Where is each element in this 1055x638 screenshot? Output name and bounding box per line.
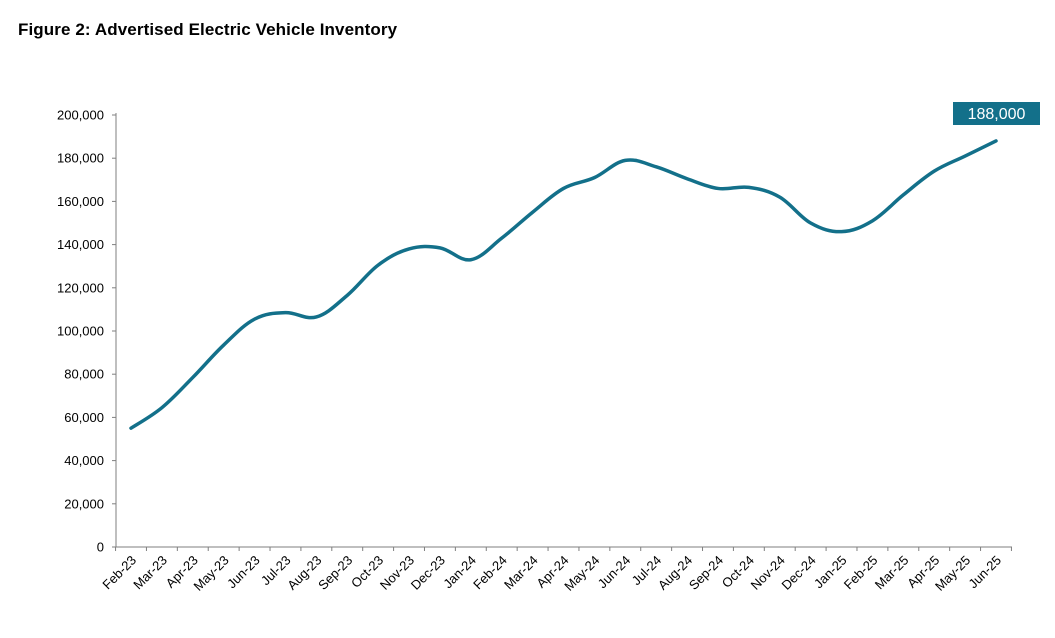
x-axis-ticks: Feb-23Mar-23Apr-23May-23Jun-23Jul-23Aug-… bbox=[99, 547, 1012, 594]
x-tick-label: Mar-24 bbox=[501, 553, 541, 593]
y-tick-label: 0 bbox=[97, 540, 104, 555]
x-tick-label: Feb-23 bbox=[99, 553, 139, 593]
y-tick-label: 80,000 bbox=[64, 367, 104, 382]
y-tick-label: 20,000 bbox=[64, 496, 104, 511]
x-tick-label: May-24 bbox=[561, 553, 602, 594]
x-tick-label: Mar-23 bbox=[130, 553, 170, 593]
y-tick-label: 200,000 bbox=[57, 108, 104, 123]
x-tick-label: Dec-24 bbox=[779, 553, 819, 593]
x-tick-label: Jun-23 bbox=[224, 553, 263, 592]
series-line bbox=[129, 139, 998, 430]
x-tick-label: Mar-25 bbox=[872, 553, 912, 593]
end-value-annotation: 188,000 bbox=[953, 102, 1040, 125]
y-tick-label: 40,000 bbox=[64, 453, 104, 468]
y-axis-ticks: 0 20,000 40,000 60,000 80,000 100,000 120,000 1… bbox=[57, 108, 116, 555]
chart-title: Figure 2: Advertised Electric Vehicle In… bbox=[18, 20, 398, 39]
x-tick-label: Dec-23 bbox=[408, 553, 448, 593]
annotation-box bbox=[953, 102, 1040, 125]
x-tick-label: May-23 bbox=[191, 553, 232, 594]
x-tick-label: Sep-24 bbox=[686, 553, 726, 593]
x-tick-label: Feb-25 bbox=[841, 553, 881, 593]
y-tick-label: 160,000 bbox=[57, 194, 104, 209]
x-tick-label: Sep-23 bbox=[315, 553, 355, 593]
y-tick-label: 60,000 bbox=[64, 410, 104, 425]
y-tick-label: 180,000 bbox=[57, 151, 104, 166]
y-tick-label: 120,000 bbox=[57, 280, 104, 295]
x-tick-label: Jun-24 bbox=[595, 553, 634, 592]
series bbox=[129, 139, 998, 430]
y-tick-label: 100,000 bbox=[57, 324, 104, 339]
x-tick-label: May-25 bbox=[932, 553, 973, 594]
axes bbox=[115, 113, 1012, 548]
x-tick-label: Jun-25 bbox=[965, 553, 1004, 592]
annotation-label: 188,000 bbox=[968, 106, 1026, 123]
x-tick-label: Feb-24 bbox=[470, 553, 510, 593]
y-tick-label: 140,000 bbox=[57, 237, 104, 252]
